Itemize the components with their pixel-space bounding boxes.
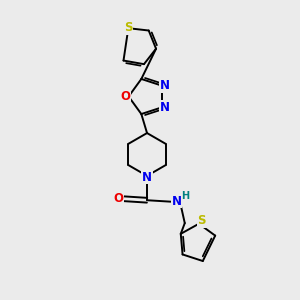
Text: N: N: [142, 171, 152, 184]
Text: N: N: [160, 79, 170, 92]
Text: S: S: [124, 21, 133, 34]
Text: N: N: [172, 195, 182, 208]
Text: S: S: [198, 214, 206, 227]
Text: O: O: [120, 90, 130, 103]
Text: O: O: [113, 192, 124, 205]
Text: H: H: [182, 191, 190, 201]
Text: N: N: [160, 101, 170, 114]
